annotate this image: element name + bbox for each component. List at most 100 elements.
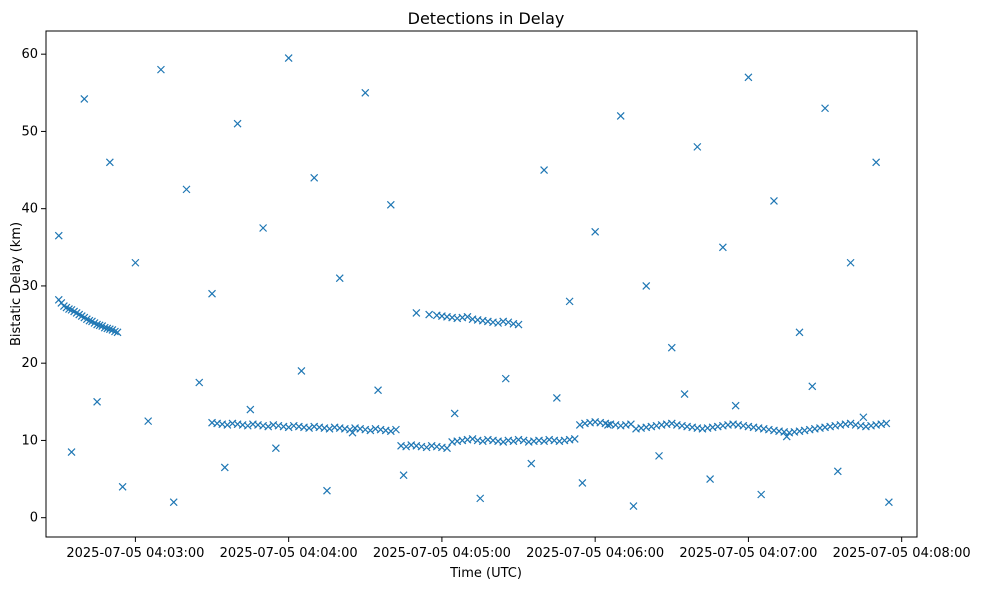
data-point — [882, 419, 891, 428]
y-tick-label: 60 — [21, 47, 38, 62]
data-point — [527, 459, 536, 468]
data-point — [833, 467, 842, 476]
data-point — [103, 324, 112, 333]
data-point — [297, 366, 306, 375]
data-point — [859, 413, 868, 422]
x-tick-label: 2025-07-05 04:03:00 — [66, 546, 204, 561]
data-point — [93, 320, 102, 329]
data-points — [54, 54, 893, 511]
data-point — [195, 378, 204, 387]
x-axis: 2025-07-05 04:03:00 2025-07-05 04:04:00 20… — [66, 537, 971, 561]
y-axis: 0 10 20 30 40 50 60 — [21, 47, 46, 526]
data-point — [519, 436, 528, 445]
y-tick-label: 10 — [21, 433, 38, 448]
data-point — [361, 88, 370, 97]
data-point — [565, 297, 574, 306]
data-point — [706, 475, 715, 483]
y-axis-title: Bistatic Delay (km) — [9, 222, 24, 346]
data-point — [264, 422, 273, 431]
data-point — [374, 386, 382, 395]
data-point — [680, 390, 689, 399]
x-axis-title: Time (UTC) — [449, 566, 522, 581]
data-point — [169, 498, 178, 507]
data-point — [208, 289, 216, 298]
data-point — [93, 397, 102, 406]
data-point — [223, 421, 232, 429]
data-point — [782, 432, 791, 441]
data-point — [770, 197, 778, 205]
data-point — [111, 327, 119, 336]
data-point — [494, 319, 503, 327]
data-point — [757, 490, 766, 499]
data-point — [131, 258, 140, 267]
data-point — [65, 305, 73, 314]
data-point — [667, 343, 676, 352]
data-point — [578, 478, 587, 487]
data-point — [443, 444, 451, 453]
chart-title: Detections in Delay — [408, 9, 565, 28]
x-tick-label: 2025-07-05 04:06:00 — [526, 546, 664, 561]
data-point — [872, 158, 881, 167]
data-point — [346, 425, 354, 434]
data-point — [157, 65, 165, 74]
data-point — [100, 323, 109, 332]
data-point — [113, 328, 122, 337]
y-tick-label: 30 — [21, 279, 38, 294]
y-tick-label: 40 — [21, 202, 38, 217]
y-tick-label: 50 — [21, 124, 38, 139]
data-point — [392, 425, 400, 434]
data-point — [552, 394, 561, 402]
data-point — [412, 309, 421, 317]
data-point — [305, 424, 314, 432]
data-point — [667, 419, 676, 428]
x-tick-label: 2025-07-05 04:05:00 — [373, 546, 511, 561]
data-point — [105, 158, 114, 167]
y-tick-label: 0 — [30, 511, 38, 526]
data-point — [95, 321, 104, 330]
data-point — [575, 421, 584, 429]
data-point — [144, 417, 153, 426]
y-tick-label: 20 — [21, 356, 38, 371]
data-point — [468, 434, 477, 443]
x-tick-label: 2025-07-05 04:08:00 — [833, 546, 971, 561]
data-point — [220, 463, 229, 472]
data-point — [422, 443, 431, 452]
x-tick-label: 2025-07-05 04:07:00 — [679, 546, 817, 561]
data-point — [54, 231, 63, 240]
x-tick-label: 2025-07-05 04:04:00 — [220, 546, 358, 561]
data-point — [591, 227, 600, 236]
data-point — [243, 421, 252, 430]
data-point — [271, 444, 280, 453]
data-point — [386, 200, 395, 209]
data-point — [233, 119, 242, 128]
data-point — [259, 224, 268, 232]
data-point — [402, 442, 411, 451]
data-point — [655, 451, 663, 460]
data-point — [693, 142, 702, 151]
data-point — [425, 310, 434, 319]
data-point — [85, 316, 94, 325]
data-point — [246, 405, 255, 414]
data-point — [118, 482, 127, 491]
data-point — [642, 282, 651, 290]
data-point — [335, 274, 344, 283]
data-point — [501, 374, 510, 383]
data-point — [514, 320, 523, 329]
data-point — [504, 318, 513, 327]
data-point — [821, 104, 829, 113]
data-point — [284, 54, 293, 62]
data-point — [105, 325, 114, 334]
data-point — [731, 401, 740, 410]
data-point — [182, 185, 191, 194]
data-point — [629, 502, 638, 511]
data-point — [808, 382, 817, 391]
data-point — [366, 426, 375, 435]
data-point — [540, 166, 549, 174]
data-point — [310, 173, 319, 182]
data-point — [540, 437, 549, 446]
data-point — [616, 112, 625, 120]
data-point — [450, 409, 459, 418]
data-point — [386, 427, 395, 436]
plot-area — [45, 30, 918, 538]
